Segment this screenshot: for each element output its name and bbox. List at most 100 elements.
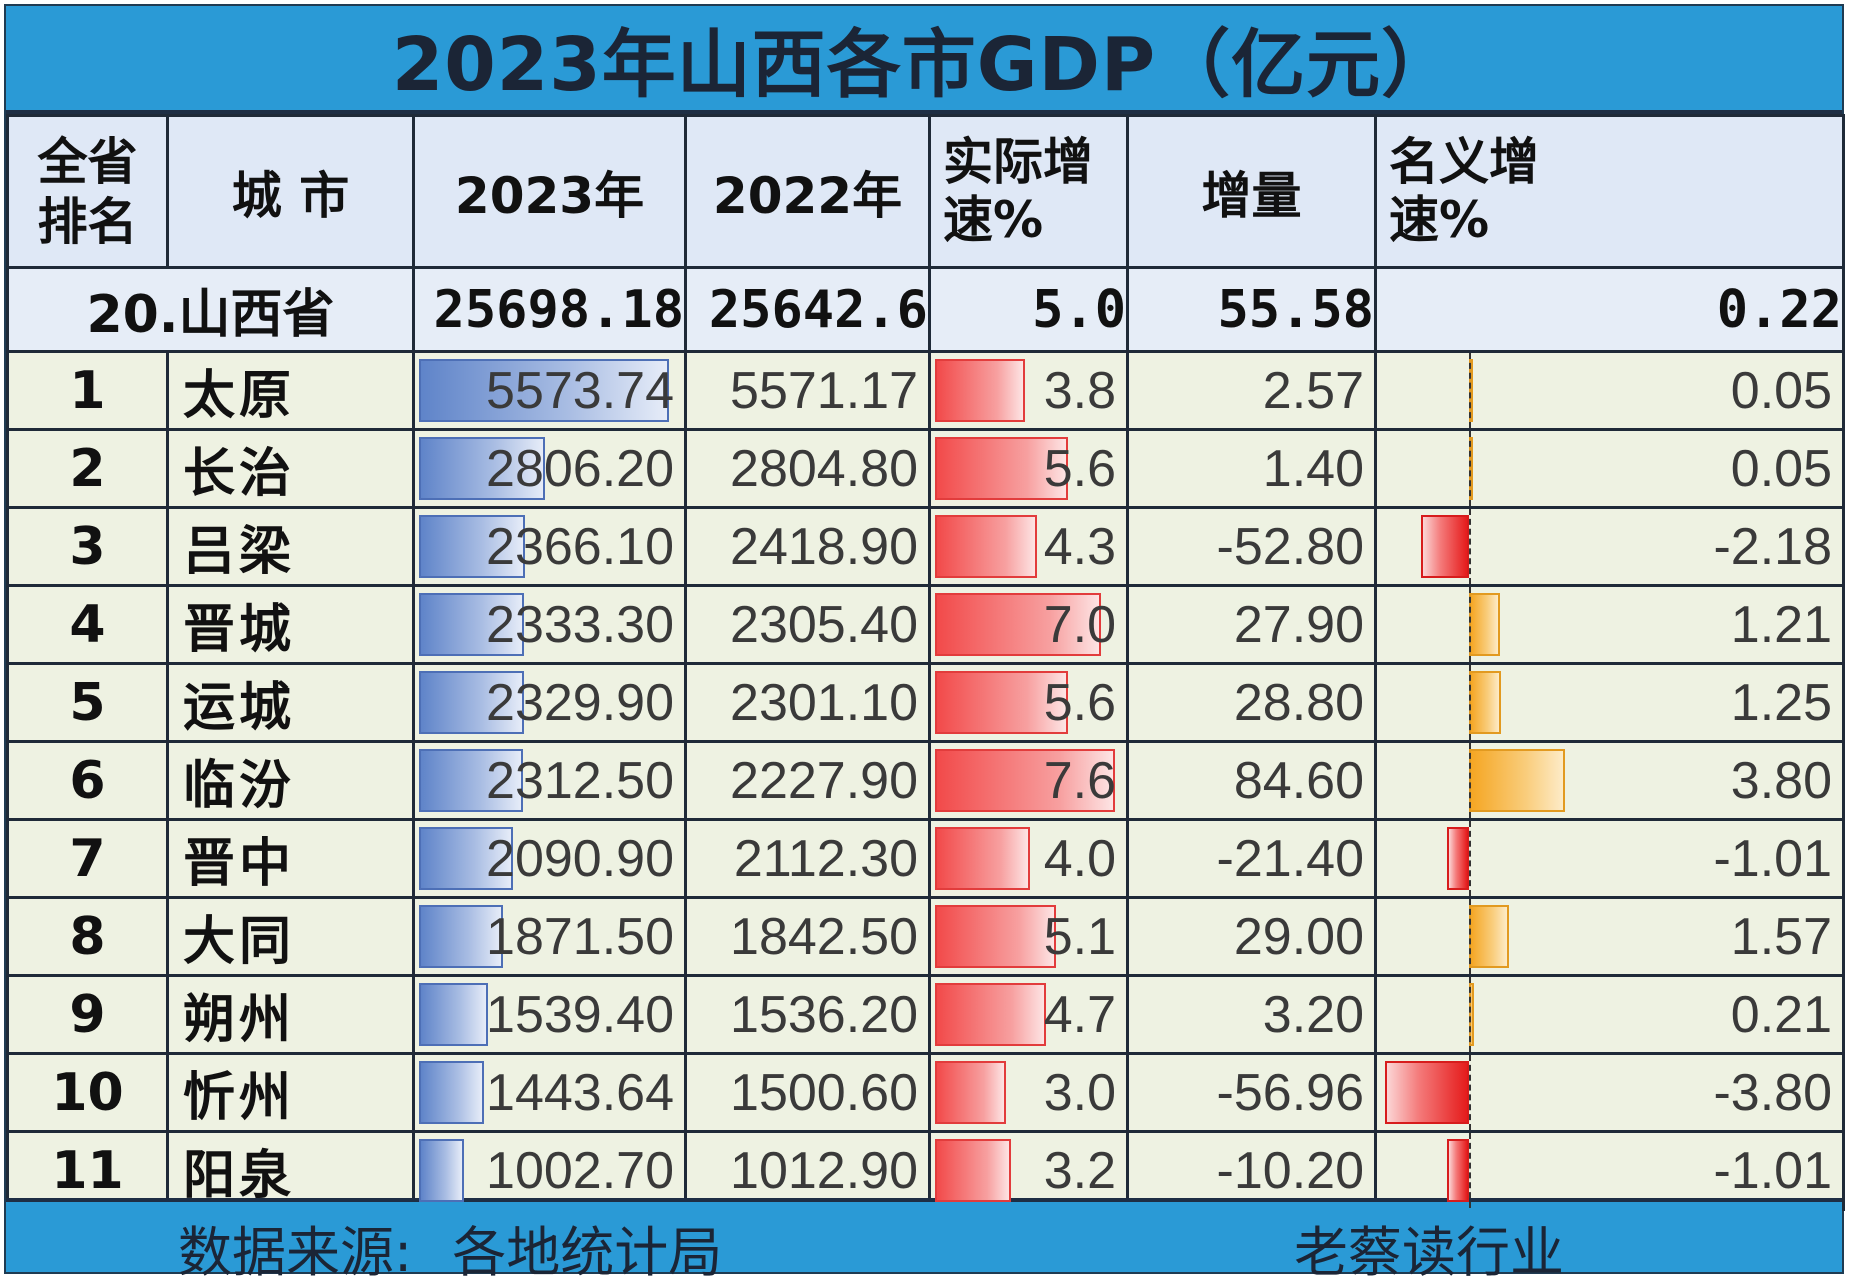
gdp-2023-cell: 1002.70 [412, 1130, 687, 1211]
real-growth-value: 7.6 [1043, 751, 1116, 810]
real-growth-cell: 3.0 [928, 1052, 1129, 1133]
nominal-growth-value: -3.80 [1713, 1063, 1832, 1122]
nominal-growth-value: 0.05 [1730, 439, 1832, 498]
gdp-2023-bar [419, 359, 669, 422]
increment-cell: -52.80 [1126, 506, 1377, 587]
header-2022: 2022年 [684, 114, 931, 269]
nominal-growth-axis [1469, 432, 1471, 505]
nominal-growth-axis [1469, 354, 1471, 427]
header-real-growth: 实际增 速% [928, 114, 1129, 269]
city-cell: 晋中 [166, 818, 415, 899]
table-row: 4 晋城 2333.30 2305.40 7.0 27.90 1.21 [6, 584, 1845, 665]
gdp-2022-cell: 2305.40 [684, 584, 931, 665]
nominal-growth-axis [1469, 588, 1471, 661]
city-cell: 运城 [166, 662, 415, 743]
nominal-growth-axis [1469, 744, 1471, 817]
nominal-growth-bar-positive [1469, 671, 1501, 734]
nominal-growth-value: 1.57 [1730, 907, 1832, 966]
gdp-2022-cell: 2227.90 [684, 740, 931, 821]
header-increment: 增量 [1126, 114, 1377, 269]
real-growth-bar [935, 905, 1056, 968]
author-credit: 老蔡读行业 [1294, 1221, 1564, 1284]
nominal-growth-cell: -1.01 [1374, 818, 1845, 899]
title-bar: 2023年山西各市GDP（亿元） [6, 6, 1842, 114]
rank-cell: 2 [6, 428, 169, 509]
nominal-growth-value: 1.25 [1730, 673, 1832, 732]
table-row: 1 太原 5573.74 5571.17 3.8 2.57 0.05 [6, 350, 1845, 431]
gdp-2023-value: 1443.64 [486, 1063, 674, 1122]
gdp-2023-value: 5573.74 [486, 361, 674, 420]
rank-cell: 1 [6, 350, 169, 431]
city-cell: 吕梁 [166, 506, 415, 587]
gdp-2023-value: 2090.90 [486, 829, 674, 888]
header-2023: 2023年 [412, 114, 687, 269]
nominal-growth-cell: 0.05 [1374, 350, 1845, 431]
rank-cell: 6 [6, 740, 169, 821]
table-row: 11 阳泉 1002.70 1012.90 3.2 -10.20 -1.01 [6, 1130, 1845, 1211]
increment-cell: -56.96 [1126, 1052, 1377, 1133]
nominal-growth-value: -1.01 [1713, 829, 1832, 888]
real-growth-bar [935, 827, 1030, 890]
real-growth-bar [935, 671, 1068, 734]
gdp-2023-bar [419, 593, 524, 656]
nominal-growth-axis [1469, 1056, 1471, 1129]
nominal-growth-cell: 1.21 [1374, 584, 1845, 665]
rank-cell: 8 [6, 896, 169, 977]
gdp-2023-value: 2312.50 [486, 751, 674, 810]
gdp-2023-value: 2329.90 [486, 673, 674, 732]
gdp-2023-bar [419, 983, 488, 1046]
gdp-2023-cell: 2806.20 [412, 428, 687, 509]
gdp-2022-cell: 2112.30 [684, 818, 931, 899]
gdp-2023-cell: 1871.50 [412, 896, 687, 977]
nominal-growth-value: -1.01 [1713, 1141, 1832, 1200]
province-increment: 55.58 [1126, 266, 1377, 353]
nominal-growth-value: 0.21 [1730, 985, 1832, 1044]
gdp-2022-cell: 1536.20 [684, 974, 931, 1055]
nominal-growth-bar-negative [1447, 1139, 1469, 1202]
gdp-2023-cell: 2333.30 [412, 584, 687, 665]
table-row: 5 运城 2329.90 2301.10 5.6 28.80 1.25 [6, 662, 1845, 743]
gdp-2023-cell: 2366.10 [412, 506, 687, 587]
table-row: 9 朔州 1539.40 1536.20 4.7 3.20 0.21 [6, 974, 1845, 1055]
gdp-2023-value: 1871.50 [486, 907, 674, 966]
header-city: 城 市 [166, 114, 415, 269]
nominal-growth-value: 0.05 [1730, 361, 1832, 420]
real-growth-cell: 4.0 [928, 818, 1129, 899]
increment-cell: 3.20 [1126, 974, 1377, 1055]
rank-cell: 4 [6, 584, 169, 665]
province-gdp-2023: 25698.18 [412, 266, 687, 353]
source-label: 数据来源: [178, 1221, 413, 1284]
nominal-growth-cell: 3.80 [1374, 740, 1845, 821]
table-frame: 2023年山西各市GDP（亿元） 全省 排名 城 市 2023年 2022年 实际… [4, 4, 1845, 1284]
real-growth-bar [935, 515, 1037, 578]
real-growth-bar [935, 593, 1101, 656]
nominal-growth-axis [1469, 900, 1471, 973]
nominal-growth-bar-negative [1447, 827, 1469, 890]
real-growth-cell: 4.7 [928, 974, 1129, 1055]
table-row: 7 晋中 2090.90 2112.30 4.0 -21.40 -1.01 [6, 818, 1845, 899]
city-cell: 朔州 [166, 974, 415, 1055]
increment-cell: 84.60 [1126, 740, 1377, 821]
nominal-growth-axis [1469, 978, 1471, 1051]
table-row: 3 吕梁 2366.10 2418.90 4.3 -52.80 -2.18 [6, 506, 1845, 587]
gdp-2023-bar [419, 437, 545, 500]
nominal-growth-bar-positive [1469, 905, 1509, 968]
real-growth-value: 5.1 [1043, 907, 1116, 966]
header-row: 全省 排名 城 市 2023年 2022年 实际增 速% 增量 名义增 速% [6, 114, 1845, 269]
header-rank: 全省 排名 [6, 114, 169, 269]
nominal-growth-bar-negative [1421, 515, 1469, 578]
real-growth-value: 5.6 [1043, 673, 1116, 732]
gdp-2023-cell: 1539.40 [412, 974, 687, 1055]
data-source: 数据来源: 各地统计局 [178, 1208, 722, 1287]
real-growth-cell: 7.0 [928, 584, 1129, 665]
nominal-growth-axis [1469, 510, 1471, 583]
increment-cell: 1.40 [1126, 428, 1377, 509]
real-growth-value: 4.0 [1043, 829, 1116, 888]
nominal-growth-value: -2.18 [1713, 517, 1832, 576]
nominal-growth-cell: 1.25 [1374, 662, 1845, 743]
gdp-2023-value: 2366.10 [486, 517, 674, 576]
gdp-2023-value: 1002.70 [486, 1141, 674, 1200]
real-growth-bar [935, 1061, 1006, 1124]
real-growth-cell: 7.6 [928, 740, 1129, 821]
province-nominal-growth: 0.22 [1374, 266, 1845, 353]
